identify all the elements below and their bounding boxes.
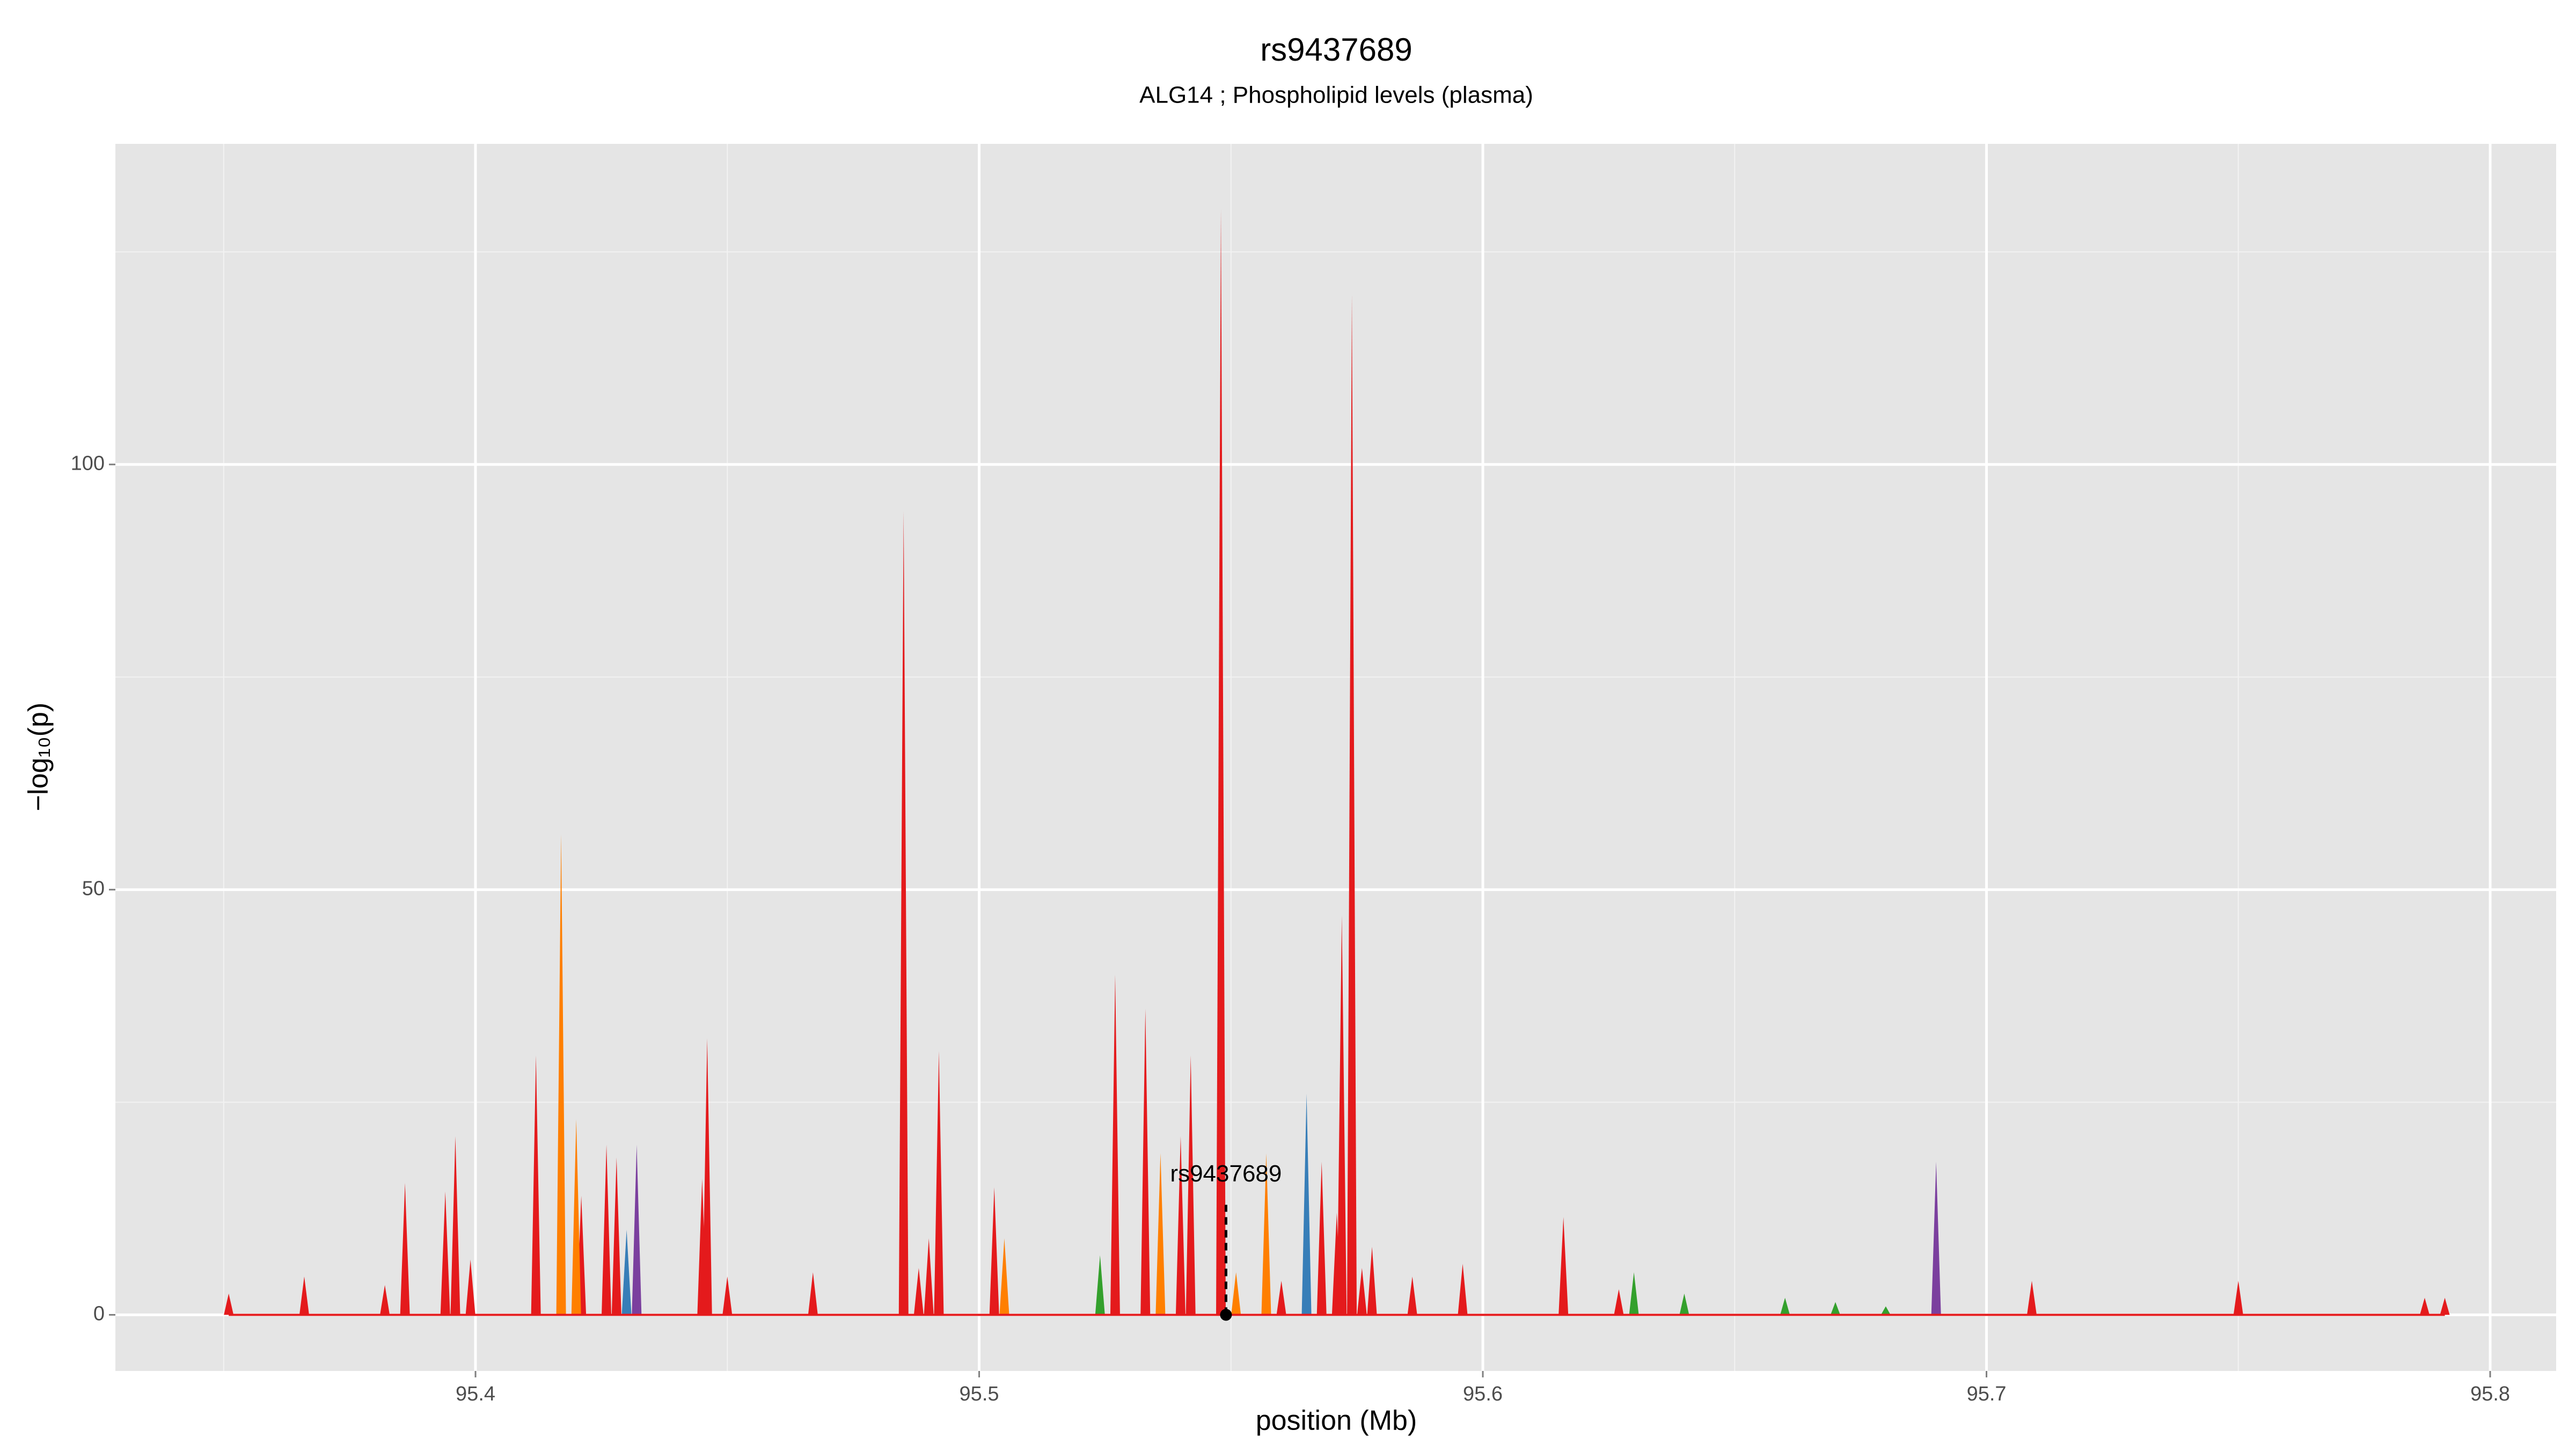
spike xyxy=(1110,974,1120,1315)
spike xyxy=(999,1238,1009,1315)
spike xyxy=(611,1157,621,1315)
spike xyxy=(1185,1055,1196,1315)
spike xyxy=(1458,1264,1468,1315)
spike xyxy=(702,1038,712,1315)
spike xyxy=(380,1285,390,1315)
spike xyxy=(722,1276,733,1315)
spike xyxy=(989,1187,999,1315)
spike xyxy=(934,1051,944,1315)
spike xyxy=(898,511,909,1315)
spike xyxy=(1931,1162,1941,1315)
y-tick-label: 0 xyxy=(93,1302,105,1325)
spike xyxy=(1780,1297,1790,1315)
spike xyxy=(808,1272,818,1315)
spike xyxy=(1614,1289,1624,1315)
spike xyxy=(440,1191,450,1315)
x-tick-label: 95.8 xyxy=(2470,1383,2510,1405)
y-axis-title: −log₁₀(p) xyxy=(23,703,54,811)
spike xyxy=(2027,1281,2037,1315)
spike xyxy=(1367,1246,1377,1315)
spike xyxy=(1261,1153,1271,1315)
spike xyxy=(1558,1217,1569,1315)
x-axis-title: position (Mb) xyxy=(1256,1405,1417,1436)
spike xyxy=(1357,1268,1367,1315)
spike xyxy=(924,1238,934,1315)
spike xyxy=(1337,915,1347,1315)
spike xyxy=(450,1136,460,1315)
spike xyxy=(1316,1162,1327,1315)
spike xyxy=(400,1183,410,1315)
spike xyxy=(2233,1281,2243,1315)
spike xyxy=(1175,1136,1185,1315)
x-tick-label: 95.6 xyxy=(1463,1383,1503,1405)
chart-title: rs9437689 xyxy=(1260,32,1413,68)
spike xyxy=(1830,1302,1840,1315)
spike xyxy=(1155,1153,1166,1315)
spike xyxy=(2440,1297,2450,1315)
spike xyxy=(1301,1093,1312,1315)
spike xyxy=(1140,1009,1151,1315)
spike xyxy=(465,1259,475,1315)
spike xyxy=(1347,294,1357,1315)
spike xyxy=(531,1055,541,1315)
spike xyxy=(1407,1276,1417,1315)
spike xyxy=(1679,1293,1689,1315)
spike xyxy=(1216,209,1226,1315)
x-tick-label: 95.7 xyxy=(1967,1383,2007,1405)
spike xyxy=(602,1144,612,1315)
plot-background xyxy=(115,144,2556,1371)
spike xyxy=(1095,1255,1105,1315)
spike xyxy=(571,1119,581,1315)
annotation-point xyxy=(1220,1309,1232,1321)
spike xyxy=(1880,1306,1891,1315)
spike xyxy=(224,1293,234,1315)
spike xyxy=(299,1276,309,1315)
x-tick-label: 95.4 xyxy=(456,1383,495,1405)
y-tick-label: 50 xyxy=(82,877,105,900)
spike xyxy=(1629,1272,1639,1315)
annotation-label: rs9437689 xyxy=(1170,1161,1282,1187)
spike xyxy=(1276,1281,1286,1315)
spike xyxy=(556,834,566,1315)
spike xyxy=(1231,1272,1241,1315)
spike xyxy=(621,1230,632,1315)
chart-subtitle: ALG14 ; Phospholipid levels (plasma) xyxy=(1139,82,1533,108)
y-tick-label: 100 xyxy=(71,452,105,475)
spike xyxy=(913,1268,924,1315)
x-tick-label: 95.5 xyxy=(960,1383,999,1405)
spike xyxy=(632,1144,642,1315)
spike xyxy=(2420,1297,2430,1315)
